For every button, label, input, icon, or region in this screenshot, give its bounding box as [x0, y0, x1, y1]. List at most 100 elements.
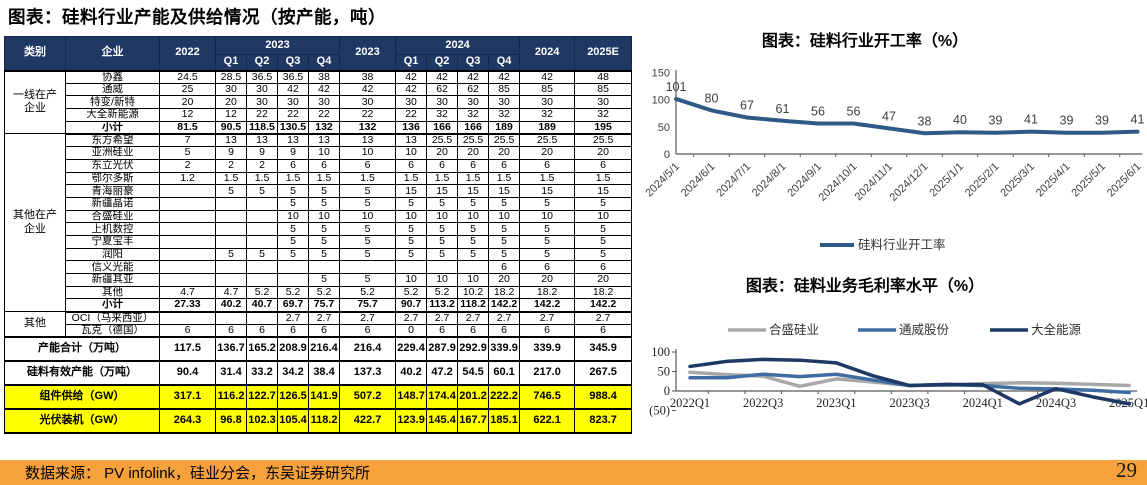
value-cell: 166	[457, 120, 490, 135]
value-cell: 5	[339, 222, 397, 236]
value-cell: 96.8	[215, 407, 247, 434]
value-cell: 5	[307, 184, 341, 198]
value-cell: 5.2	[307, 285, 341, 300]
value-cell: 25.5	[457, 133, 490, 148]
value-cell: 85	[519, 82, 576, 97]
value-cell: 4.7	[159, 285, 216, 300]
value-cell: 339.9	[488, 335, 521, 362]
summary-label: 光伏装机（GW）	[4, 407, 160, 434]
value-cell: 5	[488, 234, 521, 249]
value-cell: 47.2	[426, 359, 459, 386]
value-cell: 27.33	[159, 298, 216, 313]
svg-text:56: 56	[811, 104, 825, 118]
value-cell: 5	[277, 184, 309, 198]
value-cell: 5	[574, 222, 633, 236]
company-cell: 新疆其亚	[65, 273, 160, 287]
col-header-quarter: Q4	[307, 54, 341, 71]
value-cell: 10	[277, 209, 309, 224]
page-title: 图表：硅料行业产能及供给情况（按产能，吨）	[8, 7, 386, 27]
gross-margin-chart: 100 50 0 (50)2022Q1 2022Q3 2023Q1 2023Q3 2024Q1…	[649, 322, 1147, 418]
col-header-quarter: Q1	[215, 54, 247, 71]
value-cell: 345.9	[574, 335, 633, 362]
value-cell: 85	[574, 82, 633, 97]
value-cell: 31.4	[215, 359, 247, 386]
data-source-text: 数据来源： PV infolink，硅业分会，东吴证券研究所	[25, 465, 371, 482]
value-cell: 25.5	[519, 133, 576, 148]
value-cell: 10	[426, 209, 459, 224]
value-cell: 5	[307, 247, 341, 262]
value-cell: 5	[277, 234, 309, 249]
value-cell: 13	[215, 133, 247, 148]
svg-text:通威股份: 通威股份	[899, 323, 950, 337]
table-row: 其他在产 企业 东方希望 7 13 13 13 13 13 13 25.5 25.5 25.5 25.5…	[4, 133, 633, 313]
value-cell	[215, 273, 247, 287]
value-cell	[159, 196, 216, 211]
svg-text:50: 50	[658, 122, 670, 134]
value-cell: 69.7	[277, 298, 309, 313]
svg-text:38: 38	[918, 114, 932, 128]
value-cell: 42	[457, 70, 490, 84]
svg-text:40: 40	[953, 113, 967, 127]
value-cell: 30	[574, 95, 633, 110]
value-cell: 117.5	[159, 335, 216, 362]
value-cell: 5	[215, 184, 247, 198]
value-cell: 132	[339, 120, 397, 135]
value-cell: 42	[277, 82, 309, 97]
row-group-label: 其他	[4, 311, 66, 338]
value-cell: 2.7	[426, 311, 459, 325]
value-cell: 5	[488, 247, 521, 262]
value-cell: 5	[574, 247, 633, 262]
value-cell: 40.2	[395, 359, 428, 386]
value-cell: 10	[426, 273, 459, 287]
value-cell: 130.5	[277, 120, 309, 135]
company-cell: 润阳	[65, 247, 160, 262]
value-cell: 118.2	[457, 298, 490, 313]
value-cell: 36.5	[246, 70, 278, 84]
value-cell: 20	[215, 95, 247, 110]
company-cell: 协鑫	[65, 70, 160, 84]
value-cell: 25.5	[426, 133, 459, 148]
value-cell: 6	[574, 158, 633, 173]
value-cell: 30	[519, 95, 576, 110]
value-cell: 126.5	[277, 383, 309, 410]
value-cell: 10	[339, 146, 397, 160]
value-cell: 10	[395, 273, 428, 287]
value-cell: 85	[488, 82, 521, 97]
value-cell: 30	[426, 95, 459, 110]
value-cell	[426, 260, 459, 274]
company-cell: 东立光伏	[65, 158, 160, 173]
value-cell	[246, 209, 278, 224]
value-cell: 1.5	[277, 171, 309, 186]
value-cell: 6	[488, 260, 521, 274]
table-row: 小计 81.5 90.5 118.5 130.5 132 132 136 166 166 189 18…	[5, 120, 633, 135]
svg-text:2025/6/1: 2025/6/1	[1105, 161, 1144, 200]
row-group-label: 其他在产 企业	[4, 133, 66, 313]
value-cell: 9	[215, 146, 247, 160]
value-cell: 1.5	[307, 171, 341, 186]
value-cell: 42	[426, 70, 459, 84]
svg-text:2023Q3: 2023Q3	[889, 396, 929, 410]
value-cell: 15	[488, 184, 521, 198]
svg-text:合盛硅业: 合盛硅业	[769, 322, 819, 337]
table-row: 小计 27.33 40.2 40.7 69.7 75.7 75.7 90.7 113.2 118.…	[5, 298, 633, 313]
value-cell: 20	[488, 273, 521, 287]
value-cell: 48	[574, 70, 633, 84]
value-cell: 5	[457, 247, 490, 262]
table-row: 大全新能源 12 12 22 22 22 22 22 32 32 32 32 32	[5, 108, 633, 122]
company-cell: 小计	[65, 298, 160, 313]
operating-rate-chart-title: 图表：硅料行业开工率（%）	[761, 33, 969, 50]
value-cell: 1.5	[488, 171, 521, 186]
value-cell: 5	[519, 247, 576, 262]
value-cell: 2	[246, 158, 278, 173]
value-cell: 38	[307, 70, 341, 84]
value-cell: 6	[159, 323, 216, 338]
company-cell: 鄂尔多斯	[65, 171, 160, 186]
value-cell: 5	[277, 247, 309, 262]
value-cell: 42	[339, 82, 397, 97]
value-cell: 1.5	[457, 171, 490, 186]
value-cell: 216.4	[339, 335, 397, 362]
value-cell: 2	[159, 158, 216, 173]
svg-text:2025/2/1: 2025/2/1	[963, 161, 1002, 200]
value-cell: 30	[277, 95, 309, 110]
value-cell: 32	[426, 108, 459, 122]
